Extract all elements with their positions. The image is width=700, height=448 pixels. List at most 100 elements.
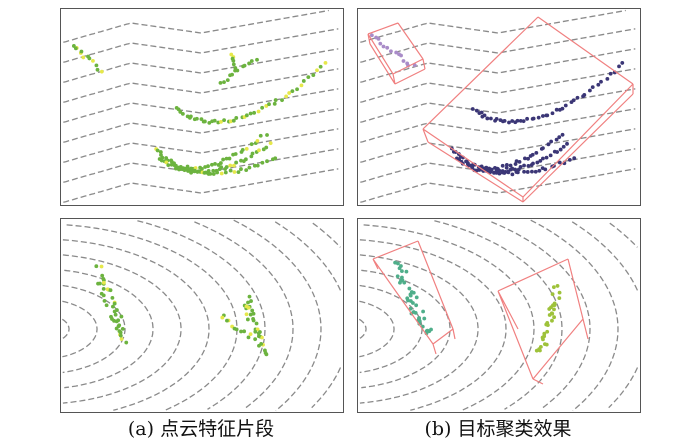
ground-scan-line (358, 318, 367, 340)
vehicle-point (525, 170, 530, 174)
cluster-point (376, 36, 381, 41)
vehicle-point (588, 88, 592, 93)
vehicle-point (272, 101, 277, 106)
ground-scan-line (610, 223, 638, 411)
ground-scan-line (66, 224, 238, 412)
cluster-point (400, 275, 404, 280)
vehicle-point (218, 161, 223, 165)
ground-scan-line (360, 9, 626, 43)
feature-point (99, 69, 104, 74)
cluster-point (542, 334, 547, 339)
vehicle-point (525, 116, 529, 121)
vehicle-point (479, 164, 484, 169)
vehicle-point (239, 167, 243, 171)
cluster-point (534, 348, 539, 353)
vehicle-point (514, 159, 519, 164)
cluster-point (543, 342, 547, 347)
feature-point (124, 340, 129, 345)
feature-point (231, 62, 236, 67)
feature-point (230, 72, 234, 77)
ground-scan-line (360, 148, 636, 183)
vehicle-point (265, 159, 269, 164)
vehicle-point (219, 165, 224, 170)
vehicle-point (554, 107, 559, 112)
cluster-point (406, 298, 410, 303)
vehicle-point (482, 113, 487, 118)
ground-scan-line (359, 254, 479, 404)
vehicle-point (526, 156, 530, 161)
vehicle-point (558, 147, 563, 152)
caption-a: (a) 点云特征片段 (127, 418, 275, 440)
vehicle-point (557, 160, 562, 165)
ground-scan-line (63, 68, 339, 103)
vehicle-point (236, 170, 241, 175)
feature-point (242, 329, 247, 334)
vehicle-point (522, 163, 526, 168)
cluster-point (545, 329, 550, 334)
vehicle-point (228, 168, 233, 173)
caption-b: (b) 目标聚类效果 (424, 418, 572, 440)
vehicle-point (617, 64, 621, 69)
vehicle-point (497, 168, 502, 173)
feature-point (253, 329, 258, 334)
vehicle-point (582, 93, 587, 97)
ground-scan-line (64, 269, 154, 389)
feature-point (113, 312, 118, 317)
ground-scan-line (360, 68, 636, 103)
vehicle-point (166, 163, 171, 168)
feature-point (104, 303, 109, 308)
vehicle-point (252, 163, 257, 168)
vehicle-point (196, 169, 201, 174)
vehicle-point (155, 148, 160, 153)
vehicle-point (178, 110, 183, 114)
cluster-point (397, 266, 402, 271)
cluster-point (551, 285, 556, 290)
vehicle-point (244, 146, 249, 151)
vehicle-point (488, 169, 493, 174)
vehicle-point (540, 114, 545, 118)
vehicle-point (243, 157, 248, 162)
vehicle-point (531, 161, 535, 166)
cluster-point (414, 295, 419, 300)
vehicle-point (224, 165, 229, 169)
ground-scan-line (360, 168, 636, 203)
vehicle-point (219, 119, 223, 124)
cluster-point (552, 307, 556, 312)
vehicle-point (295, 87, 299, 92)
vehicle-point (599, 79, 603, 84)
vehicle-point (215, 170, 220, 175)
vehicle-point (488, 116, 493, 121)
vehicle-point (240, 147, 245, 152)
vehicle-point (213, 162, 217, 166)
ground-scan-line (63, 48, 339, 83)
ground-scan-line (434, 220, 563, 410)
feature-point (79, 49, 84, 54)
vehicle-point (306, 75, 311, 79)
vehicle-point (208, 172, 213, 176)
vehicle-point (268, 141, 273, 146)
vehicle-point (530, 169, 534, 174)
feature-point (87, 56, 92, 61)
vehicle-point (260, 105, 265, 110)
bounding-box (367, 22, 426, 85)
vehicle-point (565, 141, 569, 146)
feature-point (100, 273, 105, 278)
feature-point (118, 330, 123, 335)
ground-scan-line (360, 108, 636, 143)
cluster-point (413, 310, 418, 315)
vehicle-point (596, 82, 601, 87)
feature-point (255, 327, 260, 332)
vehicle-point (510, 172, 515, 177)
vehicle-point (202, 119, 207, 124)
ground-scan-line (233, 219, 322, 412)
vehicle-point (257, 148, 261, 153)
vehicle-point (541, 146, 545, 151)
feature-point (242, 63, 247, 68)
vehicle-point (563, 103, 568, 108)
vehicle-point (474, 108, 479, 113)
vehicle-point (203, 165, 208, 169)
ground-scan-line (63, 9, 329, 43)
vehicle-point (567, 157, 572, 162)
ground-scan-line (62, 254, 182, 404)
cluster-point (401, 59, 406, 63)
